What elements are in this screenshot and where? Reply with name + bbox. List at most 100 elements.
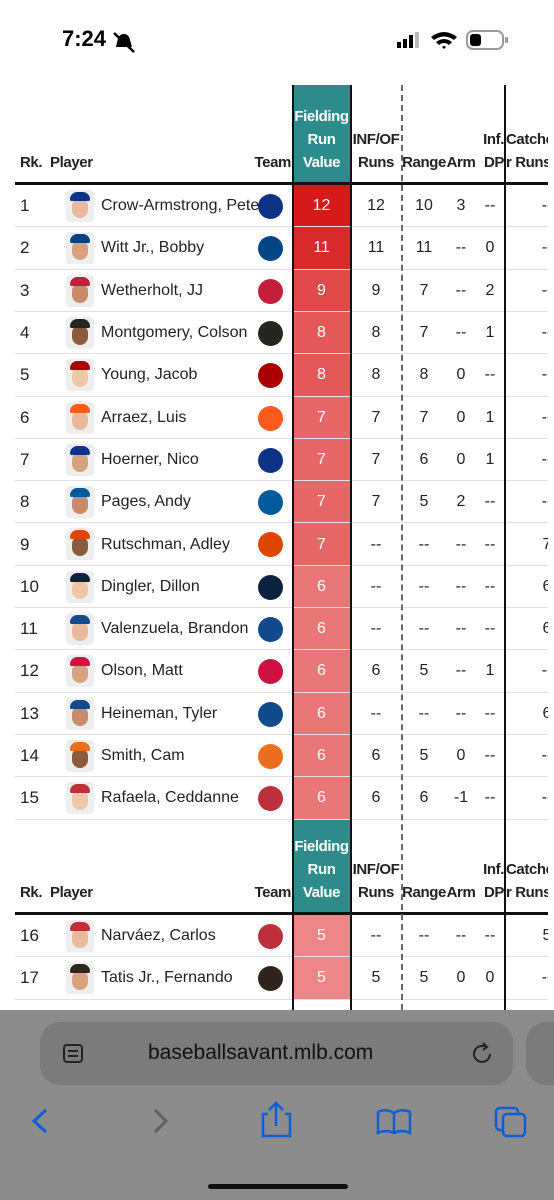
stat-inf-dp: --	[484, 927, 496, 945]
stat-catcher: 6	[542, 704, 552, 722]
stat-range: 5	[419, 662, 429, 680]
frv-cell	[293, 481, 350, 524]
rank: 15	[20, 788, 39, 808]
stat-range: 7	[419, 281, 429, 299]
toolbar-icons	[31, 1101, 527, 1138]
header-rule	[15, 182, 554, 185]
stat-inf-of: --	[370, 577, 382, 595]
stat-inf-of: 8	[371, 324, 381, 342]
team-logo	[258, 966, 283, 992]
frv-cell	[293, 185, 350, 228]
stat-inf-of: 7	[371, 450, 381, 468]
stat-inf-dp: --	[484, 577, 496, 595]
stat-arm: -1	[453, 789, 469, 807]
frv-cell	[293, 915, 350, 958]
stat-arm: --	[455, 535, 467, 553]
player-name: Rutschman, Adley	[101, 535, 230, 553]
column-header: Team	[254, 884, 292, 901]
stat-inf-dp: --	[484, 620, 496, 638]
player-name: Young, Jacob	[101, 366, 198, 384]
frv-value: 7	[317, 493, 326, 511]
column-header: Inf. DP	[483, 861, 504, 901]
url-bar[interactable]: baseballsavant.mlb.com	[40, 1022, 513, 1085]
headshot	[66, 962, 94, 995]
stat-range: 7	[419, 408, 429, 426]
column-header: Player	[50, 884, 93, 901]
stat-catcher: --	[541, 408, 553, 426]
reader-icon[interactable]	[62, 1042, 86, 1066]
player-name: Valenzuela, Brandon	[101, 620, 249, 638]
silent-icon	[113, 32, 135, 53]
stat-inf-of: 8	[371, 366, 381, 384]
home-indicator	[208, 1184, 348, 1189]
frv-cell	[293, 650, 350, 693]
column-header: Catcher Runs	[506, 861, 554, 901]
stat-range: --	[418, 927, 430, 945]
row-rule	[15, 818, 554, 820]
stat-range: 5	[419, 747, 429, 765]
player-name: Smith, Cam	[101, 747, 185, 765]
stat-range: 11	[415, 239, 433, 257]
row-rule	[15, 522, 554, 524]
frv-value: 6	[317, 620, 326, 638]
url-text: baseballsavant.mlb.com	[148, 1041, 374, 1064]
frv-value: 7	[317, 450, 326, 468]
frv-value: 7	[317, 535, 326, 553]
team-logo	[258, 786, 283, 812]
rank: 16	[20, 926, 39, 946]
player-name: Tatis Jr., Fernando	[101, 969, 233, 987]
stat-inf-dp: 1	[485, 324, 495, 342]
stat-inf-dp: --	[484, 535, 496, 553]
stat-inf-dp: 2	[485, 281, 495, 299]
headshot	[66, 739, 94, 772]
team-logo	[258, 490, 283, 516]
stat-range: 7	[419, 324, 429, 342]
stat-arm: --	[455, 577, 467, 595]
headshot	[66, 528, 94, 561]
team-logo	[258, 617, 283, 642]
team-logo	[258, 743, 283, 769]
team-logo	[258, 924, 283, 949]
stat-inf-of: --	[370, 927, 382, 945]
frv-cell	[293, 692, 350, 735]
reload-icon[interactable]	[470, 1041, 496, 1067]
stat-inf-of: 6	[371, 747, 381, 765]
headshot	[66, 274, 94, 307]
column-header: Player	[50, 154, 93, 171]
column-header: Fielding Run Value	[294, 108, 349, 171]
row-rule	[15, 480, 554, 482]
row-rule	[15, 268, 554, 270]
catcher-divider	[504, 85, 506, 1010]
stat-arm: 0	[456, 366, 466, 384]
player-name: Rafaela, Ceddanne	[101, 789, 239, 807]
column-header: Catcher Runs	[506, 131, 554, 171]
row-rule	[15, 776, 554, 778]
frv-value: 6	[317, 747, 326, 765]
headshot	[66, 782, 94, 815]
player-name: Hoerner, Nico	[101, 450, 199, 468]
stat-inf-of: 7	[371, 493, 381, 511]
frv-value: 5	[317, 927, 326, 945]
rank: 2	[20, 238, 30, 258]
stat-catcher: --	[541, 789, 553, 807]
frv-value: 6	[317, 577, 326, 595]
row-rule	[15, 691, 554, 693]
stat-inf-of: 7	[371, 408, 381, 426]
row-rule	[15, 607, 554, 608]
rank: 4	[20, 323, 30, 343]
column-header: INF/OF Runs	[352, 131, 400, 171]
row-rule	[15, 437, 554, 439]
headshot	[66, 486, 94, 519]
next-tab[interactable]	[526, 1022, 554, 1085]
stat-arm: --	[455, 620, 467, 638]
status-icons	[397, 30, 508, 50]
team-logo	[258, 701, 283, 727]
stat-inf-dp: 0	[485, 239, 495, 257]
stat-arm: 2	[456, 493, 466, 511]
frv-value: 5	[317, 969, 326, 987]
row-rule	[15, 998, 554, 1000]
row-rule	[15, 649, 554, 651]
dashed-divider	[401, 85, 403, 1010]
rank: 11	[20, 619, 38, 639]
catcher-clip	[548, 85, 554, 1010]
